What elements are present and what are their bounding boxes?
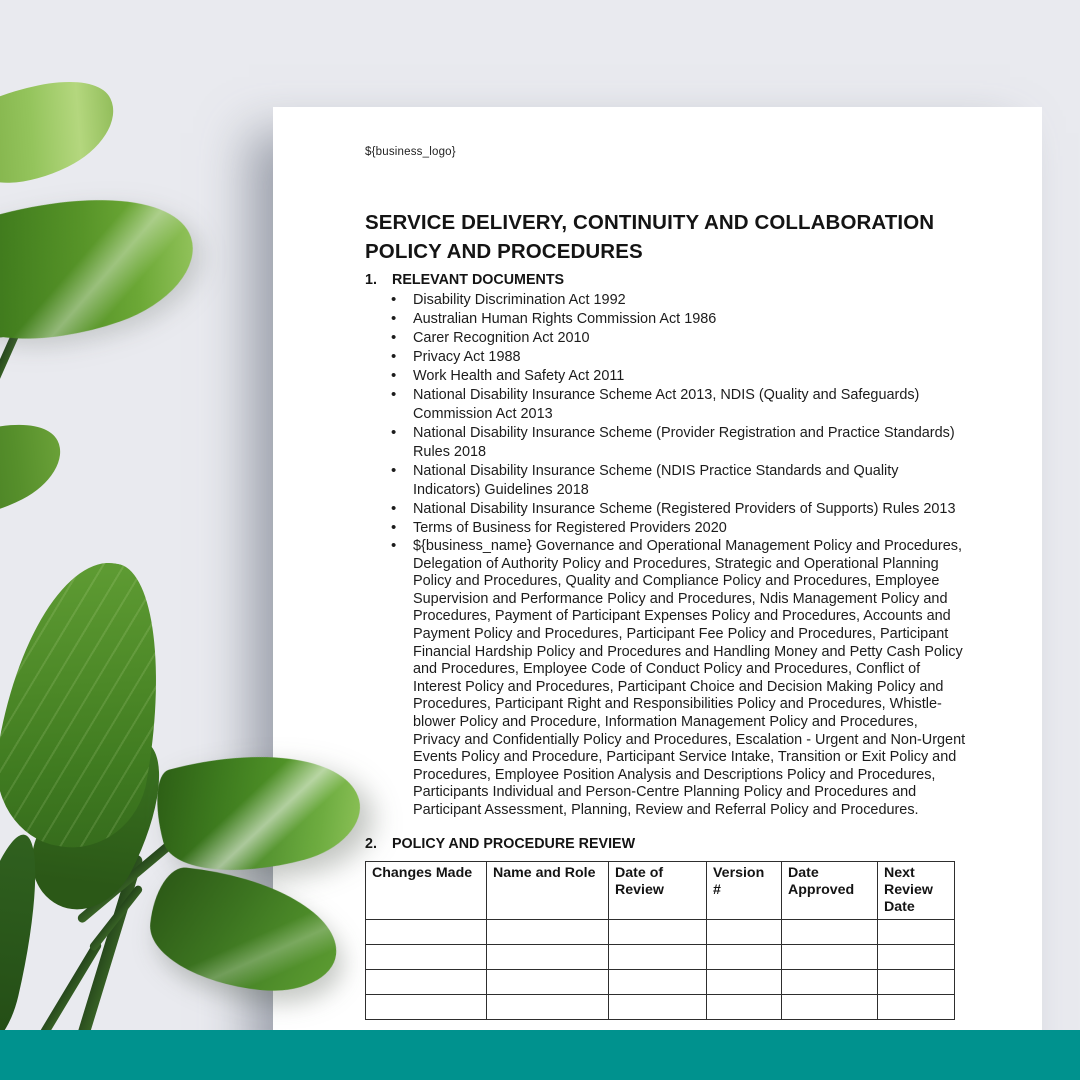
list-item: Australian Human Rights Commission Act 1… — [365, 309, 966, 329]
table-header-cell: Next Review Date — [877, 860, 955, 920]
list-item: Carer Recognition Act 2010 — [365, 328, 966, 348]
plant-leaf — [0, 828, 54, 1056]
table-cell — [365, 918, 487, 945]
plant-stem — [0, 328, 21, 428]
table-header-row: Changes Made Name and Role Date of Revie… — [365, 860, 955, 920]
plant-leaf — [0, 51, 130, 204]
page-content: ${business_logo} SERVICE DELIVERY, CONTI… — [273, 107, 1042, 1020]
table-empty-row — [365, 943, 955, 970]
list-item: Disability Discrimination Act 1992 — [365, 290, 966, 310]
teal-accent-bar — [0, 1030, 1080, 1080]
plant-leaf — [0, 261, 37, 343]
section-2-number: 2. — [365, 835, 377, 852]
plant-leaf — [13, 717, 187, 928]
plant-leaf — [0, 549, 180, 859]
table-header-cell: Date Approved — [781, 860, 878, 920]
section-2-heading: 2. POLICY AND PROCEDURE REVIEW — [365, 836, 966, 853]
table-cell — [365, 968, 487, 995]
plant-leaf — [0, 156, 210, 372]
list-item: National Disability Insurance Scheme (Re… — [365, 499, 966, 519]
table-cell — [781, 968, 878, 995]
table-empty-row — [365, 993, 955, 1020]
table-cell — [608, 968, 707, 995]
table-cell — [486, 968, 609, 995]
table-cell — [608, 993, 707, 1020]
table-cell — [877, 918, 955, 945]
table-header-cell: Date of Review — [608, 860, 707, 920]
table-cell — [486, 993, 609, 1020]
table-header-cell: Name and Role — [486, 860, 609, 920]
document-title: SERVICE DELIVERY, CONTINUITY AND COLLABO… — [365, 211, 935, 263]
table-cell — [706, 943, 782, 970]
list-item: Terms of Business for Registered Provide… — [365, 518, 966, 538]
list-item: National Disability Insurance Scheme (Pr… — [365, 423, 966, 462]
table-cell — [781, 993, 878, 1020]
list-item: ${business_name} Governance and Operatio… — [365, 537, 966, 820]
plant-leaf — [0, 396, 75, 536]
table-cell — [781, 943, 878, 970]
table-cell — [877, 943, 955, 970]
list-item: National Disability Insurance Scheme Act… — [365, 385, 966, 424]
list-item: Work Health and Safety Act 2011 — [365, 366, 966, 386]
table-header-cell: Changes Made — [365, 860, 487, 920]
table-cell — [877, 968, 955, 995]
section-1-heading: 1. RELEVANT DOCUMENTS — [365, 272, 966, 289]
list-item: National Disability Insurance Scheme (ND… — [365, 461, 966, 500]
section-1-title: RELEVANT DOCUMENTS — [392, 272, 565, 288]
table-cell — [706, 968, 782, 995]
table-empty-row — [365, 968, 955, 995]
plant-stem — [88, 884, 144, 952]
table-header-cell: Version # — [706, 860, 782, 920]
business-logo-placeholder: ${business_logo} — [365, 146, 456, 158]
document-page: ${business_logo} SERVICE DELIVERY, CONTI… — [273, 107, 1042, 1080]
list-item: Privacy Act 1988 — [365, 347, 966, 367]
table-cell — [486, 918, 609, 945]
table-cell — [608, 943, 707, 970]
table-cell — [877, 993, 955, 1020]
table-cell — [365, 993, 487, 1020]
table-cell — [608, 918, 707, 945]
table-empty-row — [365, 918, 955, 945]
table-cell — [486, 943, 609, 970]
table-cell — [706, 993, 782, 1020]
relevant-documents-list: Disability Discrimination Act 1992 Austr… — [365, 290, 966, 820]
table-cell — [365, 943, 487, 970]
policy-review-table: Changes Made Name and Role Date of Revie… — [365, 860, 955, 1020]
plant-stem — [75, 827, 190, 925]
table-cell — [781, 918, 878, 945]
section-1-number: 1. — [365, 272, 377, 288]
section-2-title: POLICY AND PROCEDURE REVIEW — [392, 835, 636, 852]
table-cell — [706, 918, 782, 945]
